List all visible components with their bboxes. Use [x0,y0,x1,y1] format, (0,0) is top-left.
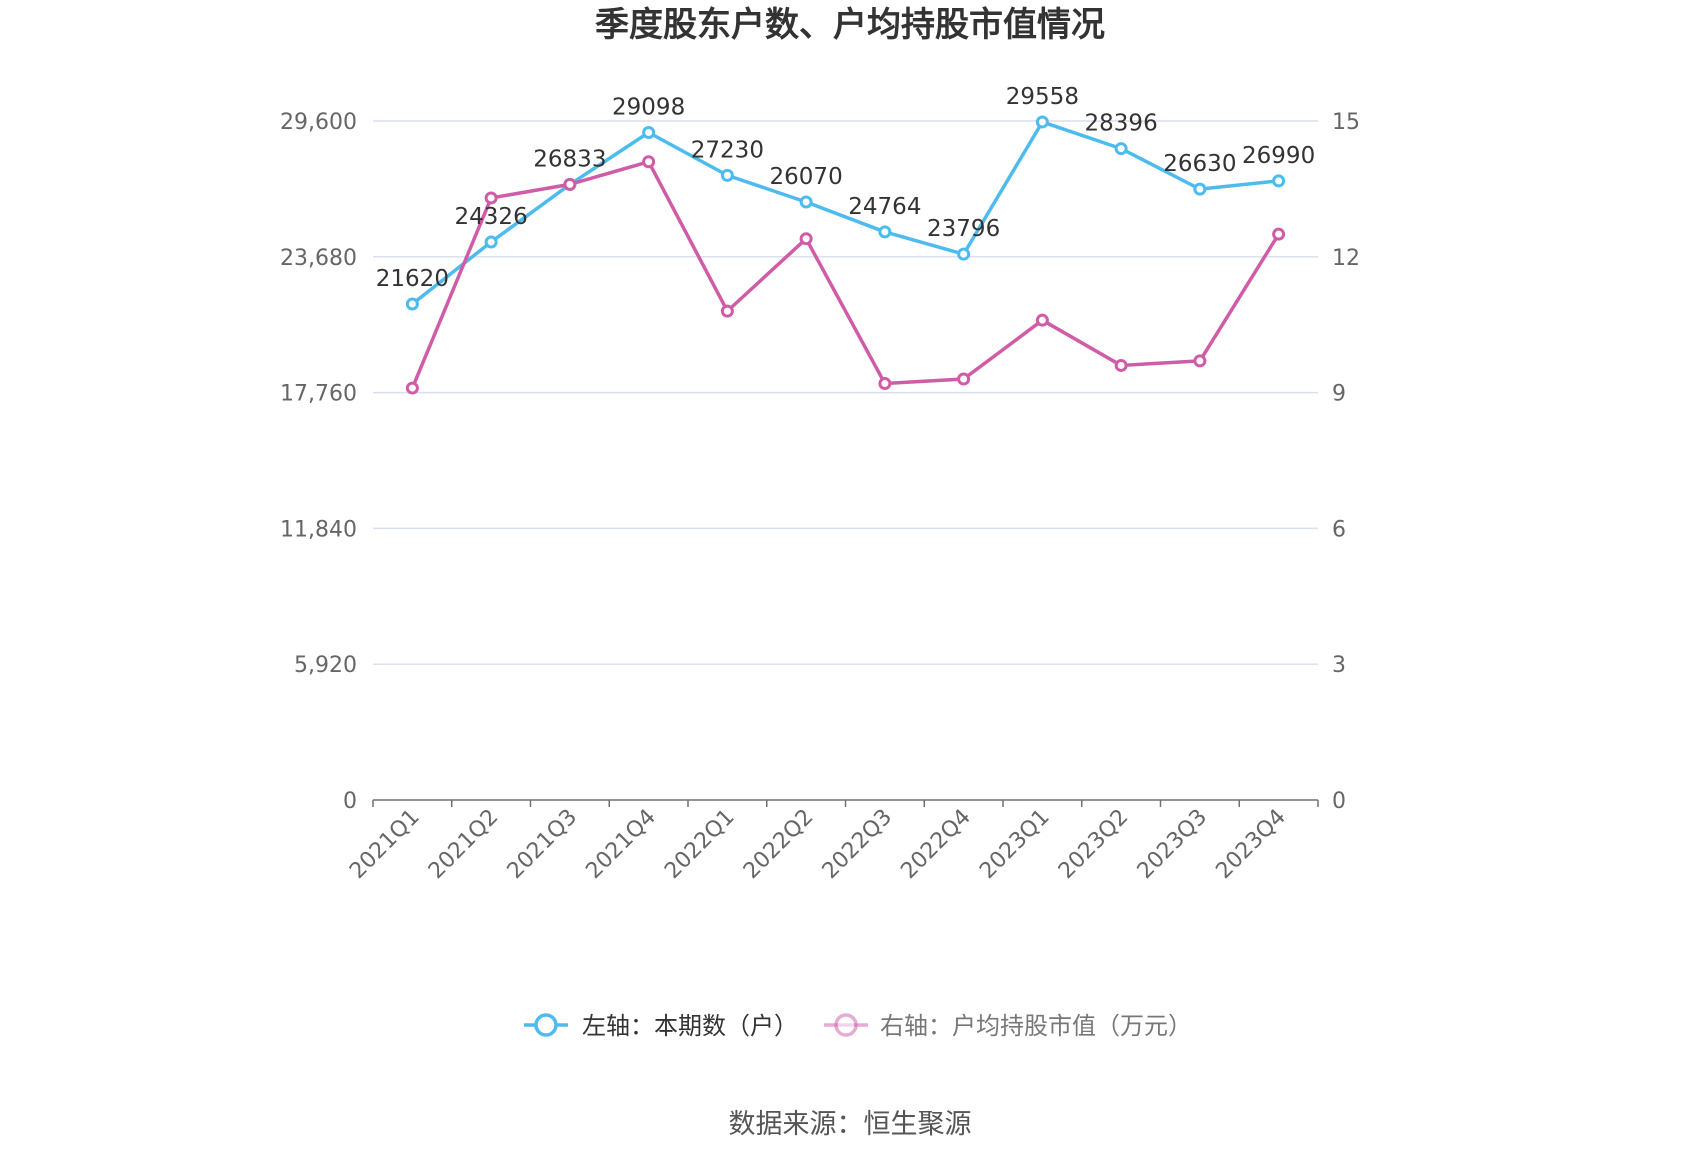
x-tick-label: 2022Q1 [660,805,739,884]
source-note: 数据来源：恒生聚源 [729,1109,972,1140]
data-labels: 21620 24326 268332909827230260702476423796… [376,84,1315,292]
legend-marker-2 [834,1013,858,1037]
data-point [799,232,813,246]
data-point [1272,174,1286,188]
y-left-tick-label: 29,600 [280,110,357,135]
data-point [484,235,498,249]
data-point [1193,182,1207,196]
y-left-tick-label: 11,840 [280,517,357,542]
data-point [1035,115,1049,129]
data-point [563,177,577,191]
grid-lines [373,120,1318,665]
data-label: 21620 [376,266,449,292]
data-point [878,377,892,391]
data-label: 26070 [770,164,843,190]
x-tick-label: 2021Q4 [581,805,660,884]
data-label: 23796 [927,216,1000,242]
y-left-tick-label: 17,760 [280,382,357,407]
x-tick-label: 2021Q1 [345,805,424,884]
data-label: 26833 [533,146,606,172]
data-point [642,155,656,169]
data-label: 29098 [612,95,685,121]
x-tick-label: 2023Q2 [1054,805,1133,884]
data-label: 28396 [1085,111,1158,137]
data-point [642,126,656,140]
data-point [405,381,419,395]
series-line-1 [411,120,1279,306]
data-label: 24326 [455,204,528,230]
data-label: 29558 [1006,84,1079,110]
data-point [720,168,734,182]
x-tick-label: 2021Q2 [424,805,503,884]
y-right-tick-label: 9 [1332,382,1346,407]
data-point [1193,354,1207,368]
legend-marker-1 [534,1013,558,1037]
x-tick-label: 2021Q3 [503,805,582,884]
legend-label-1: 左轴：本期数（户） [582,1012,798,1040]
y-left-tick-label: 0 [343,789,357,814]
x-tick-label: 2023Q1 [975,805,1054,884]
data-point [405,297,419,311]
x-tick-label: 2022Q4 [896,805,975,884]
y-left-tick-label: 23,680 [280,246,357,271]
chart-title: 季度股东户数、户均持股市值情况 [595,5,1105,45]
axes: 0 5,920 11,840 17,760 23,680 29,600 0 3 6 9 12 15 20… [280,110,1360,884]
y-right-tick-label: 12 [1332,246,1360,271]
data-point [799,195,813,209]
data-point [957,247,971,261]
data-point [878,225,892,239]
series-line-2 [410,159,1281,389]
data-point [1272,227,1286,241]
y-right-tick-label: 0 [1332,789,1346,814]
data-point [484,191,498,205]
x-tick-label: 2022Q3 [818,805,897,884]
data-point [720,304,734,318]
data-point [1035,313,1049,327]
data-label: 26990 [1242,143,1315,169]
data-point [957,372,971,386]
y-right-tick-label: 3 [1332,653,1346,678]
data-label: 27230 [691,137,764,163]
legend-label-2: 右轴：户均持股市值（万元） [880,1012,1192,1040]
x-tick-label: 2022Q2 [739,805,818,884]
legend: 左轴：本期数（户） 右轴：户均持股市值（万元） [524,1012,1192,1040]
y-right-tick-label: 6 [1332,517,1346,542]
data-point [1114,142,1128,156]
y-left-tick-label: 5,920 [294,653,357,678]
data-point [1114,358,1128,372]
data-label: 26630 [1163,151,1236,177]
x-tick-label: 2023Q4 [1211,805,1290,884]
x-tick-label: 2023Q3 [1133,805,1212,884]
data-label: 24764 [848,194,921,220]
series-layer [405,115,1286,395]
y-right-tick-label: 15 [1332,110,1360,135]
